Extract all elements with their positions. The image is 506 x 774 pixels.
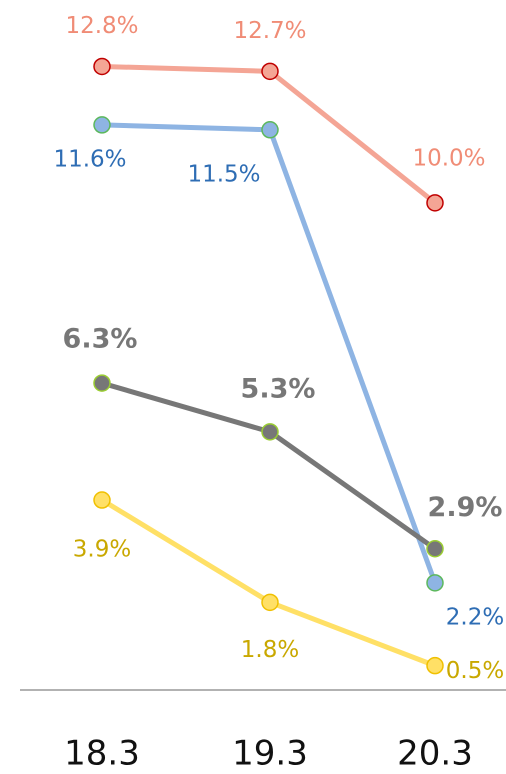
marker	[261, 62, 279, 81]
data-label: 2.2%	[446, 604, 504, 630]
marker	[426, 656, 444, 675]
data-label: 6.3%	[63, 324, 138, 355]
data-label: 3.9%	[73, 537, 131, 563]
x-tick-label: 18.3	[64, 734, 140, 774]
data-label: 5.3%	[241, 373, 316, 404]
marker	[426, 194, 444, 212]
data-label: 12.8%	[65, 13, 138, 39]
data-label: 11.5%	[187, 161, 260, 187]
x-tick-label: 19.3	[232, 734, 308, 774]
marker	[426, 539, 444, 558]
data-label: 0.5%	[446, 658, 504, 684]
marker	[93, 116, 111, 134]
x-tick-label: 20.3	[397, 734, 473, 774]
data-label: 2.9%	[428, 492, 503, 523]
marker	[93, 57, 111, 76]
marker	[261, 423, 279, 441]
marker	[261, 593, 279, 612]
marker	[93, 374, 111, 392]
data-label: 10.0%	[412, 145, 485, 171]
data-label: 1.8%	[241, 637, 299, 663]
series-line	[101, 380, 437, 551]
data-label: 12.7%	[233, 18, 306, 44]
data-label: 11.6%	[53, 146, 126, 172]
marker	[261, 121, 279, 139]
marker	[93, 491, 111, 509]
marker	[426, 574, 444, 592]
